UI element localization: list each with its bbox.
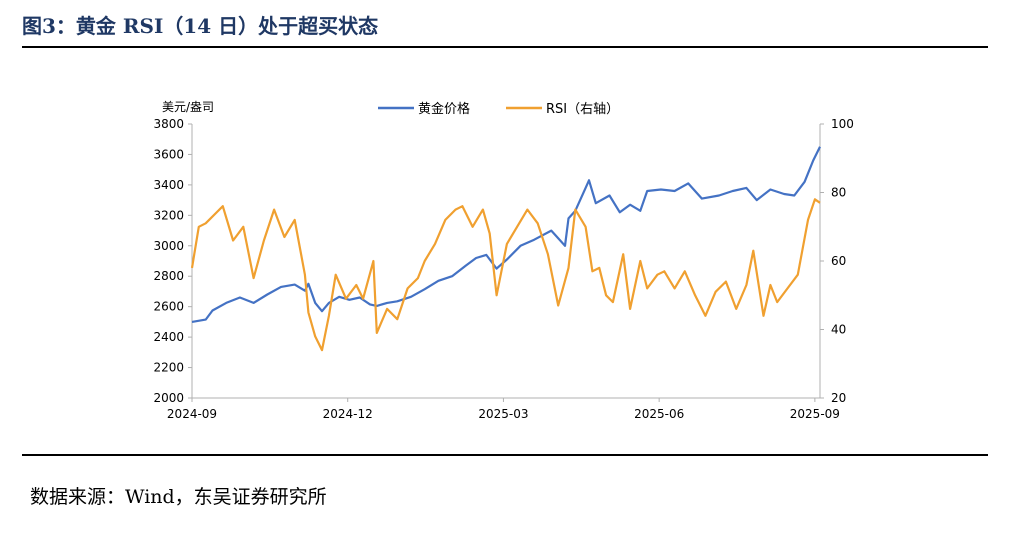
left-tick-label: 3000 — [153, 239, 184, 253]
figure-title: 图3：黄金 RSI（14 日）处于超买状态 — [22, 14, 379, 38]
left-tick-label: 2800 — [153, 269, 184, 283]
gold-rsi-chart: 美元/盎司 2000 2200 2400 2600 2800 3000 3200 3400 36… — [153, 100, 854, 421]
source-rule — [22, 454, 988, 456]
left-tick-label: 2400 — [153, 330, 184, 344]
title-rule — [22, 46, 988, 48]
left-axis-unit: 美元/盎司 — [162, 100, 214, 114]
right-tick-label: 80 — [831, 186, 846, 200]
rsi-line — [190, 198, 821, 352]
left-tick-label: 3400 — [153, 178, 184, 192]
right-tick-label: 60 — [831, 254, 846, 268]
right-tick-label: 20 — [831, 391, 846, 405]
right-tick-label: 100 — [831, 117, 854, 131]
x-tick-label: 2024-09 — [167, 407, 217, 421]
x-tick-label: 2025-09 — [790, 407, 840, 421]
x-tick-label: 2024-12 — [323, 407, 373, 421]
x-axis-ticks: 2024-09 2024-12 2025-03 2025-06 2025-09 — [167, 398, 840, 421]
left-axis-ticks: 2000 2200 2400 2600 2800 3000 3200 3400 3600 3800 — [153, 117, 192, 405]
x-tick-label: 2025-03 — [478, 407, 528, 421]
left-tick-label: 2200 — [153, 361, 184, 375]
x-tick-label: 2025-06 — [634, 407, 684, 421]
right-axis-ticks: 20 40 60 80 100 — [820, 117, 854, 405]
legend: 黄金价格 RSI（右轴） — [378, 101, 619, 117]
left-tick-label: 3800 — [153, 117, 184, 131]
left-tick-label: 2000 — [153, 391, 184, 405]
left-tick-label: 2600 — [153, 300, 184, 314]
legend-label-rsi: RSI（右轴） — [546, 102, 619, 117]
left-tick-label: 3200 — [153, 208, 184, 222]
left-tick-label: 3600 — [153, 147, 184, 161]
gold-price-line — [191, 146, 821, 323]
legend-label-gold-price: 黄金价格 — [418, 101, 470, 117]
right-tick-label: 40 — [831, 323, 846, 337]
source-note: 数据来源：Wind，东吴证券研究所 — [30, 486, 327, 508]
